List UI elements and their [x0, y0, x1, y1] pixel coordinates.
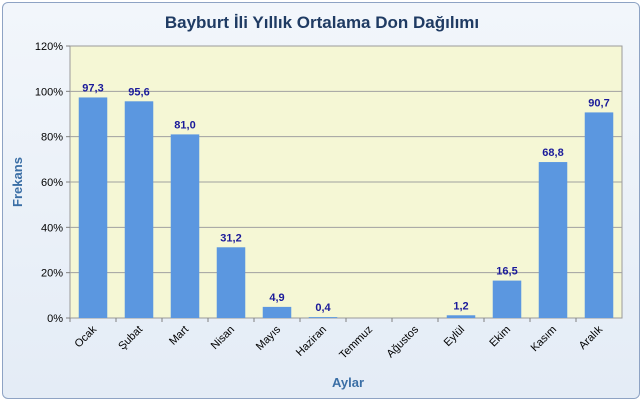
x-tick-label: Haziran: [294, 324, 329, 359]
x-tick-label: Temmuz: [337, 324, 375, 362]
y-axis-title: Frekans: [10, 157, 25, 207]
x-tick-label: Mayıs: [254, 323, 284, 353]
data-label: 81,0: [174, 119, 195, 131]
bar: [262, 306, 292, 318]
x-tick-label: Aralık: [577, 323, 606, 352]
bars: [78, 97, 614, 318]
bar: [124, 101, 154, 318]
bar: [584, 112, 614, 318]
y-tick-label: 40%: [41, 222, 63, 234]
bar: [216, 247, 246, 318]
y-tick-label: 20%: [41, 268, 63, 280]
data-label: 0,4: [315, 302, 331, 314]
x-tick-label: Nisan: [209, 324, 237, 352]
y-tick-label: 120%: [35, 41, 63, 53]
data-label: 4,9: [269, 292, 284, 304]
x-axis-ticks: Ocak Şubat Mart Nisan Mayıs Haziran Temmuz Ağus…: [69, 318, 606, 362]
y-tick-label: 0%: [47, 313, 63, 325]
data-label: 95,6: [128, 86, 149, 98]
bar: [308, 317, 338, 318]
x-tick-label: Mart: [167, 324, 191, 348]
x-tick-label: Şubat: [116, 324, 145, 353]
x-tick-label: Ağustos: [385, 323, 422, 360]
gridlines: [70, 90, 622, 274]
x-tick-label: Eylül: [442, 324, 467, 349]
data-label: 90,7: [588, 97, 609, 109]
chart-title: Bayburt İli Yıllık Ortalama Don Dağılımı: [165, 13, 479, 32]
data-label: 16,5: [496, 266, 517, 278]
data-labels: 97,3 95,6 81,0 31,2 4,9 0,4 1,2 16,5 68,8 90,7: [82, 82, 609, 314]
bar: [170, 134, 200, 318]
x-tick-label: Ocak: [72, 323, 99, 350]
data-label: 1,2: [453, 300, 468, 312]
y-tick-label: 80%: [41, 132, 63, 144]
data-label: 97,3: [82, 82, 103, 94]
bar: [538, 162, 568, 318]
data-label: 68,8: [542, 147, 563, 159]
data-label: 31,2: [220, 232, 241, 244]
y-tick-label: 100%: [35, 86, 63, 98]
x-tick-label: Ekim: [487, 324, 513, 350]
y-tick-label: 60%: [41, 177, 63, 189]
bar: [492, 280, 522, 318]
y-axis-ticks: 0% 20% 40% 60% 80% 100% 120%: [35, 41, 70, 325]
bar: [78, 97, 108, 318]
x-axis-title: Aylar: [332, 375, 364, 390]
bar: [446, 315, 476, 318]
x-tick-label: Kasım: [529, 324, 560, 355]
